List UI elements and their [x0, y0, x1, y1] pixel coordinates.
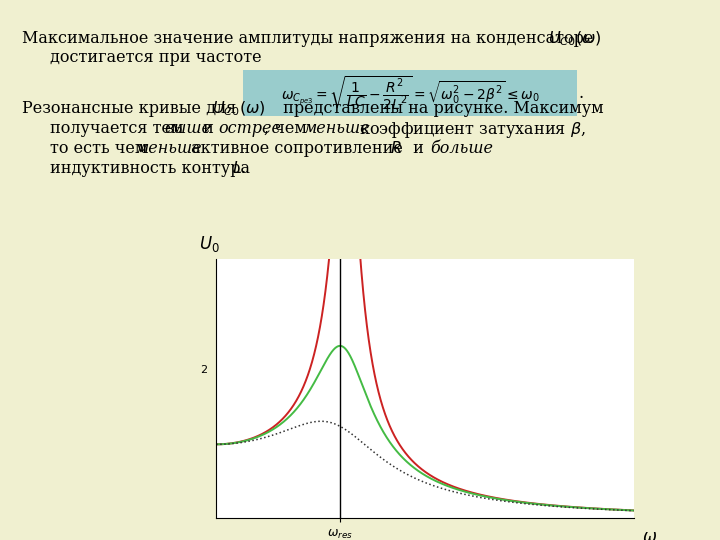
- Text: $\omega$: $\omega$: [642, 529, 657, 540]
- Text: острее: острее: [218, 120, 281, 137]
- Text: и: и: [408, 140, 429, 157]
- Text: $U_{C0}(\omega)$: $U_{C0}(\omega)$: [212, 100, 266, 118]
- Text: меньше: меньше: [136, 140, 202, 157]
- Text: .: .: [579, 84, 584, 102]
- Text: Резонансные кривые для: Резонансные кривые для: [22, 100, 241, 117]
- Text: коэффициент затухания $\beta$,: коэффициент затухания $\beta$,: [354, 120, 586, 140]
- Text: получается тем: получается тем: [50, 120, 189, 137]
- Text: 2: 2: [201, 365, 207, 375]
- Text: , чем: , чем: [264, 120, 312, 137]
- Text: больше: больше: [430, 140, 493, 157]
- FancyBboxPatch shape: [243, 70, 577, 116]
- Text: выше: выше: [164, 120, 211, 137]
- Text: $R$: $R$: [390, 140, 402, 157]
- Text: активное сопротивление: активное сопротивление: [186, 140, 408, 157]
- Text: представлены на рисунке. Максимум: представлены на рисунке. Максимум: [278, 100, 603, 117]
- Text: $U_{C0}(\omega)$: $U_{C0}(\omega)$: [548, 30, 602, 49]
- Text: индуктивность контура: индуктивность контура: [50, 160, 255, 177]
- Text: $U_0$: $U_0$: [199, 234, 220, 254]
- Text: $\omega_{C_{pe3}} = \sqrt{\dfrac{1}{LC} - \dfrac{R^2}{2L^2}} = \sqrt{\omega_0^2 : $\omega_{C_{pe3}} = \sqrt{\dfrac{1}{LC} …: [281, 75, 539, 111]
- Text: достигается при частоте: достигается при частоте: [50, 49, 261, 66]
- Text: меньше: меньше: [304, 120, 371, 137]
- Text: то есть чем: то есть чем: [50, 140, 153, 157]
- Text: $L$.: $L$.: [232, 160, 246, 177]
- Text: Максимальное значение амплитуды напряжения на конденсаторе: Максимальное значение амплитуды напряжен…: [22, 30, 598, 47]
- Text: и: и: [198, 120, 219, 137]
